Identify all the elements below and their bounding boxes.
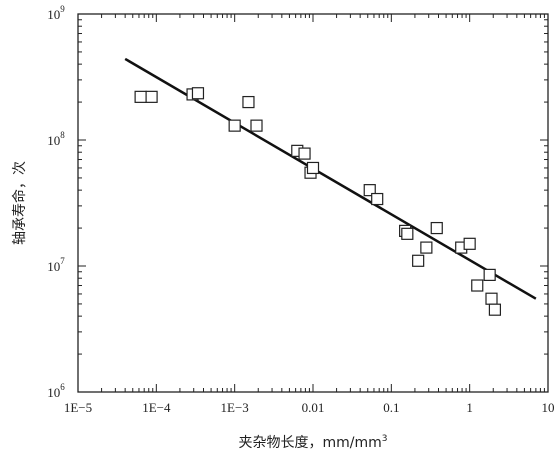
- y-tick-label: 108: [47, 130, 65, 148]
- data-point: [363, 184, 376, 197]
- data-point: [412, 254, 425, 267]
- data-point: [250, 119, 263, 132]
- data-point: [191, 87, 205, 100]
- data-point: [228, 119, 241, 132]
- y-tick-label: 107: [47, 256, 65, 274]
- axis-ticks: [77, 14, 548, 393]
- data-point: [430, 221, 443, 235]
- x-tick-labels: 1E−5 1E−4 1E−3 0.01 0.1 1 10: [64, 400, 555, 415]
- x-tick-label: 1E−4: [142, 400, 171, 415]
- y-tick-labels: 106 107 108 109: [47, 4, 65, 400]
- data-point: [134, 90, 147, 103]
- x-tick-label: 10: [542, 400, 555, 415]
- x-tick-label: 0.1: [383, 400, 399, 415]
- data-point: [242, 95, 255, 109]
- data-point: [145, 90, 158, 103]
- x-tick-label: 1E−5: [64, 400, 92, 415]
- data-point: [488, 303, 502, 316]
- data-point: [298, 147, 311, 160]
- data-points: [134, 87, 502, 316]
- y-tick-label: 106: [47, 382, 65, 400]
- plot-frame: [77, 13, 549, 393]
- data-point: [483, 268, 496, 281]
- data-point: [420, 241, 433, 254]
- data-point: [463, 237, 476, 250]
- x-tick-label: 1: [466, 400, 473, 415]
- x-tick-label: 0.01: [302, 400, 325, 415]
- data-point: [371, 192, 384, 206]
- data-point: [306, 161, 320, 175]
- data-point: [485, 292, 498, 305]
- data-point: [401, 227, 414, 240]
- y-axis-title: 轴承寿命，次: [11, 161, 28, 245]
- y-tick-label: 109: [47, 4, 65, 22]
- data-point: [471, 279, 484, 292]
- x-axis-title: 夹杂物长度，mm/mm3: [238, 434, 387, 451]
- x-tick-label: 1E−3: [221, 400, 249, 415]
